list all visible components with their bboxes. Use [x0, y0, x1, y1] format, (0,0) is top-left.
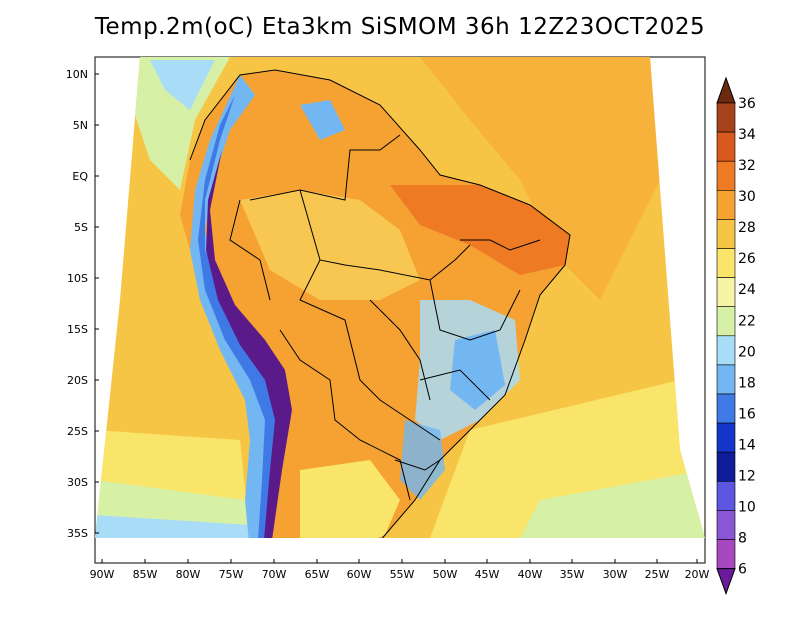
ocean-cool-north-pacific [130, 57, 230, 190]
lon-label: 40W [518, 568, 543, 581]
lon-label: 45W [475, 568, 500, 581]
colorbar: 36 34 32 30 28 26 24 22 20 18 16 14 12 10 8 6 [716, 76, 756, 596]
colorbar-segment [716, 422, 736, 453]
colorbar-label: 30 [738, 189, 756, 205]
lat-label: 30S [67, 476, 88, 489]
colorbar-segment [716, 190, 736, 220]
lon-label: 75W [219, 568, 244, 581]
colorbar-segment [716, 102, 736, 133]
map-domain [95, 57, 705, 538]
colorbar-segment [716, 335, 736, 366]
colorbar-label: 16 [738, 406, 756, 422]
colorbar-label: 20 [738, 344, 756, 360]
lat-label: 35S [67, 527, 88, 540]
colorbar-label: 14 [738, 437, 756, 453]
lat-label: 15S [67, 323, 88, 336]
colorbar-label: 32 [738, 158, 756, 174]
lat-label: 5S [74, 221, 88, 234]
land-mild-south [300, 460, 400, 538]
ocean-cold-pacific [95, 515, 250, 538]
latitude-ticks [95, 73, 99, 534]
colorbar-label: 10 [738, 500, 756, 516]
ocean-warm-atlantic [420, 57, 660, 300]
colorbar-segment [716, 131, 736, 162]
colorbar-label: 24 [738, 282, 756, 298]
colorbar-segment [716, 277, 736, 308]
andes-coldest [206, 150, 292, 538]
colorbar-segment [716, 160, 736, 191]
lon-label: 60W [347, 568, 372, 581]
lat-label: 20S [67, 374, 88, 387]
longitude-axis: 90W 85W 80W 75W 70W 65W 60W 55W 50W 45W … [90, 568, 710, 581]
colorbar-segment [716, 539, 736, 569]
land-hot-northeast [390, 185, 570, 275]
colorbar-segment [716, 510, 736, 540]
colorbar-label: 8 [738, 531, 747, 547]
lon-label: 55W [390, 568, 415, 581]
colorbar-segment [716, 219, 736, 249]
lon-label: 25W [645, 568, 670, 581]
longitude-ticks [101, 559, 698, 563]
andes-cold [190, 75, 285, 538]
land-mild-amazon [240, 190, 420, 300]
guiana-cool-spot [300, 100, 345, 140]
lon-label: 30W [603, 568, 628, 581]
lon-label: 90W [90, 568, 115, 581]
land-colder-southeast [450, 330, 505, 410]
lat-label: 25S [67, 425, 88, 438]
colorbar-label: 28 [738, 220, 756, 236]
lat-label: 10N [66, 68, 88, 81]
colorbar-label: 6 [738, 562, 747, 578]
colorbar-label: 36 [738, 96, 756, 112]
ocean-cold-north-pacific [150, 60, 215, 110]
colorbar-top-arrow [716, 76, 736, 104]
colorbar-segment [716, 451, 736, 482]
colorbar-segment [716, 364, 736, 395]
colorbar-bottom-arrow [716, 568, 736, 596]
lon-label: 65W [305, 568, 330, 581]
ocean-cool-south-atlantic [520, 470, 705, 538]
lon-label: 80W [176, 568, 201, 581]
colorbar-label: 26 [738, 251, 756, 267]
lon-label: 20W [685, 568, 710, 581]
colorbar-label: 18 [738, 375, 756, 391]
colorbar-segment [716, 393, 736, 424]
land-cool-south [400, 420, 445, 500]
lon-label: 35W [560, 568, 585, 581]
lat-label: EQ [72, 170, 88, 183]
lat-label: 10S [67, 272, 88, 285]
latitude-axis: 10N 5N EQ 5S 10S 15S 20S 25S 30S 35S [66, 68, 89, 540]
lat-label: 5N [73, 119, 88, 132]
lon-label: 85W [133, 568, 158, 581]
lon-label: 50W [433, 568, 458, 581]
lon-label: 70W [262, 568, 287, 581]
country-borders [189, 69, 571, 538]
map-title: Temp.2m(oC) Eta3km SiSMOM 36h 12Z23OCT20… [94, 14, 706, 40]
colorbar-segment [716, 248, 736, 278]
colorbar-label: 12 [738, 468, 756, 484]
colorbar-segment [716, 306, 736, 337]
colorbar-segment [716, 480, 736, 511]
colorbar-label: 22 [738, 313, 756, 329]
colorbar-label: 34 [738, 127, 756, 143]
